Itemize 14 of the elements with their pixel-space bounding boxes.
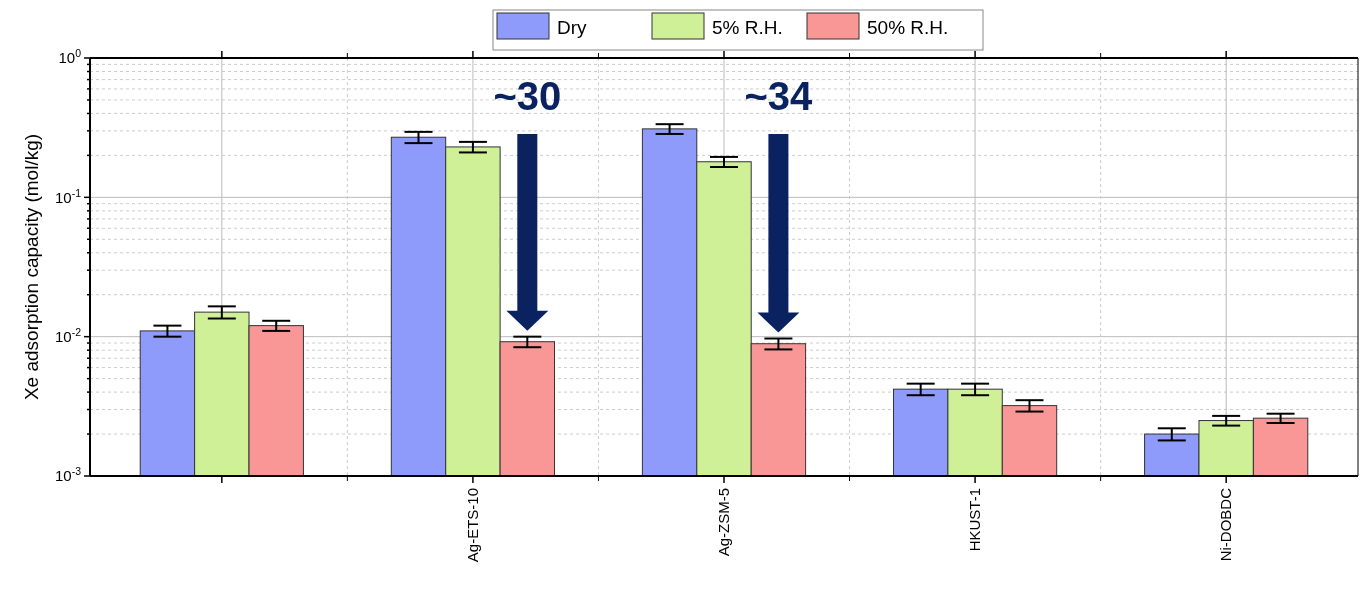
- legend-label: Dry: [557, 16, 588, 38]
- y-axis-title: Xe adsorption capacity (mol/kg): [21, 133, 42, 401]
- x-tick-label: Ag-ETS-10: [464, 488, 482, 563]
- x-tick-label: Ni-DOBDC: [1217, 487, 1235, 562]
- x-tick-label: Ag-ZSM-5: [715, 488, 733, 557]
- annotation: ~30: [493, 74, 562, 118]
- y-tick-label: 10$^{-3}$: [54, 465, 82, 485]
- legend-label: 5% R.H.: [712, 16, 783, 38]
- y-tick-label: 10$^{-2}$: [54, 325, 82, 345]
- legend-label: 50% R.H.: [867, 16, 949, 38]
- x-tick-label: HKUST-1: [966, 488, 984, 552]
- annotation: ~34: [744, 74, 814, 118]
- y-tick-label: 10$^{0}$: [58, 47, 82, 67]
- y-tick-label: 10$^{-1}$: [54, 186, 82, 206]
